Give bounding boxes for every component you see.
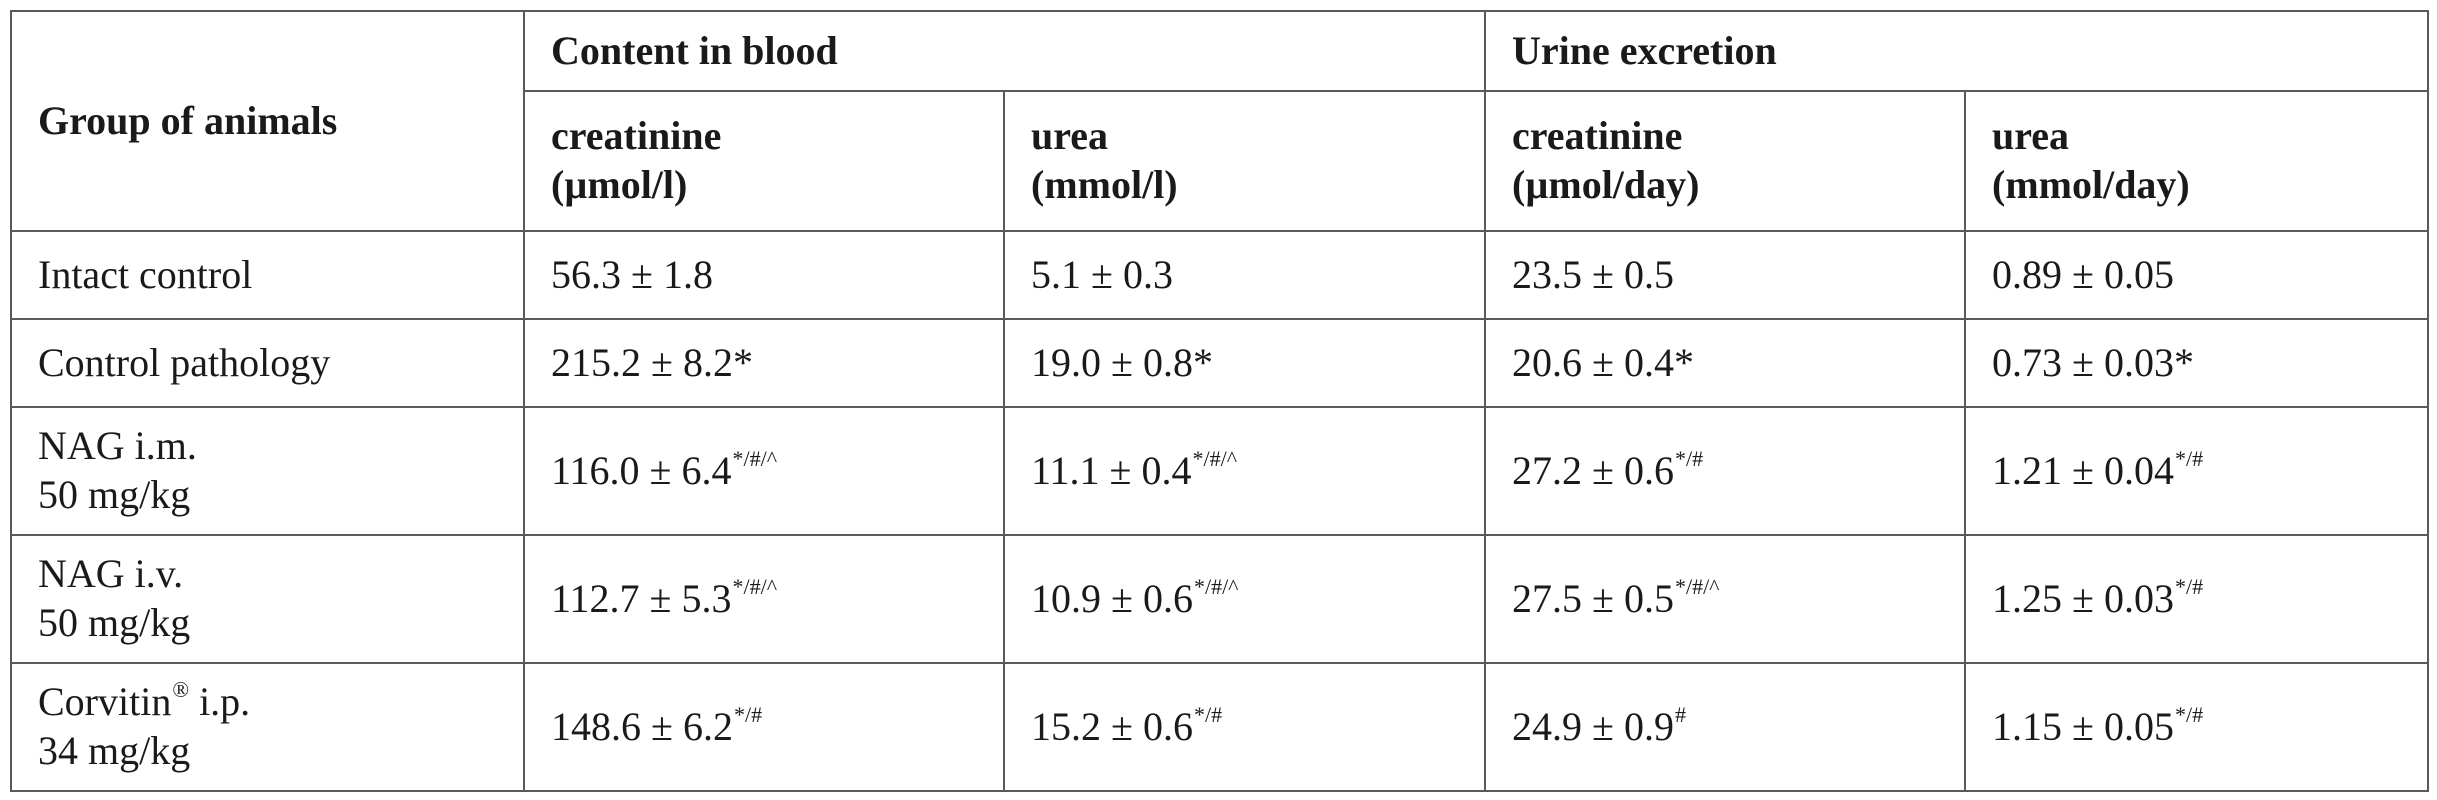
value-cell: 1.21 ± 0.04*/# [1963, 406, 2430, 536]
cell-value: 23.5 ± 0.5 [1512, 251, 1674, 297]
group-cell: NAG i.v. 50 mg/kg [10, 534, 525, 664]
value-cell: 1.15 ± 0.05*/# [1963, 662, 2430, 792]
value-cell: 15.2 ± 0.6*/# [1003, 662, 1486, 792]
significance-marks: */#/^ [1193, 573, 1239, 599]
results-table: Group of animals Content in blood Urine … [10, 10, 2430, 792]
cell-value: 27.5 ± 0.5 [1512, 575, 1674, 621]
table-row: Corvitin® i.p. 34 mg/kg 148.6 ± 6.2*/# 15… [10, 662, 2430, 792]
group-cell: Corvitin® i.p. 34 mg/kg [10, 662, 525, 792]
value-cell: 116.0 ± 6.4*/#/^ [523, 406, 1005, 536]
header-urine-urea: urea (mmol/day) [1963, 90, 2430, 232]
group-dose: 50 mg/kg [38, 472, 191, 517]
value-cell: 148.6 ± 6.2*/# [523, 662, 1005, 792]
group-dose: 50 mg/kg [38, 600, 191, 645]
header-row-main: Group of animals Content in blood Urine … [10, 10, 2430, 232]
value-cell: 5.1 ± 0.3 [1003, 230, 1486, 320]
group-name: Control pathology [38, 339, 331, 385]
value-cell: 56.3 ± 1.8 [523, 230, 1005, 320]
significance-marks: */# [2174, 445, 2204, 471]
value-cell: 0.73 ± 0.03* [1963, 318, 2430, 408]
cell-value: 24.9 ± 0.9 [1512, 703, 1674, 749]
group-cell: Intact control [10, 230, 525, 320]
significance-marks: */# [2174, 573, 2204, 599]
value-cell: 10.9 ± 0.6*/#/^ [1003, 534, 1486, 664]
value-cell: 27.5 ± 0.5*/#/^ [1484, 534, 1966, 664]
table-row: Intact control 56.3 ± 1.8 5.1 ± 0.3 23.5… [10, 230, 2430, 320]
cell-value: 19.0 ± 0.8* [1031, 339, 1213, 385]
cell-value: 1.15 ± 0.05 [1992, 703, 2174, 749]
header-urine-excretion: Urine excretion [1483, 10, 2430, 92]
value-cell: 11.1 ± 0.4*/#/^ [1003, 406, 1486, 536]
significance-marks: */# [1193, 701, 1223, 727]
header-blood-urea: urea (mmol/l) [1003, 90, 1486, 232]
value-cell: 1.25 ± 0.03*/# [1963, 534, 2430, 664]
header-blood-creatinine: creatinine (µmol/l) [523, 90, 1005, 232]
significance-marks: */#/^ [732, 573, 778, 599]
significance-marks: */#/^ [1674, 573, 1720, 599]
significance-marks: */# [733, 701, 763, 727]
group-route: i.p. [189, 679, 251, 725]
group-name: NAG i.m. [38, 423, 197, 469]
header-row-sub: creatinine (µmol/l) urea (mmol/l) creati… [11, 90, 2430, 232]
value-cell: 20.6 ± 0.4* [1484, 318, 1966, 408]
cell-value: 1.25 ± 0.03 [1992, 575, 2174, 621]
cell-value: 11.1 ± 0.4 [1031, 447, 1192, 493]
value-cell: 19.0 ± 0.8* [1003, 318, 1486, 408]
cell-value: 116.0 ± 6.4 [551, 447, 732, 493]
group-name: Corvitin [38, 679, 172, 725]
cell-value: 15.2 ± 0.6 [1031, 703, 1193, 749]
table-row: NAG i.v. 50 mg/kg 112.7 ± 5.3*/#/^ 10.9 ±… [10, 534, 2430, 664]
registered-mark: ® [172, 677, 190, 703]
value-cell: 27.2 ± 0.6*/# [1484, 406, 1966, 536]
cell-value: 148.6 ± 6.2 [551, 703, 733, 749]
cell-value: 10.9 ± 0.6 [1031, 575, 1193, 621]
significance-marks: */#/^ [1192, 445, 1238, 471]
cell-value: 0.89 ± 0.05 [1992, 251, 2174, 297]
group-dose: 34 mg/kg [38, 728, 191, 773]
group-name: Intact control [38, 251, 253, 297]
value-cell: 24.9 ± 0.9# [1484, 662, 1966, 792]
significance-marks: */#/^ [732, 445, 778, 471]
significance-marks: */# [2174, 701, 2204, 727]
cell-value: 20.6 ± 0.4* [1512, 339, 1694, 385]
cell-value: 5.1 ± 0.3 [1031, 251, 1173, 297]
cell-value: 56.3 ± 1.8 [551, 251, 713, 297]
value-cell: 112.7 ± 5.3*/#/^ [523, 534, 1005, 664]
group-cell: NAG i.m. 50 mg/kg [10, 406, 525, 536]
table-row: NAG i.m. 50 mg/kg 116.0 ± 6.4*/#/^ 11.1 ±… [10, 406, 2430, 536]
cell-value: 1.21 ± 0.04 [1992, 447, 2174, 493]
header-group-of-animals: Group of animals [10, 10, 525, 232]
header-urine-creatinine: creatinine (µmol/day) [1484, 90, 1966, 232]
significance-marks: # [1674, 701, 1686, 727]
cell-value: 27.2 ± 0.6 [1512, 447, 1674, 493]
table-row: Control pathology 215.2 ± 8.2* 19.0 ± 0.… [10, 318, 2430, 408]
header-content-in-blood: Content in blood [523, 10, 1486, 92]
value-cell: 215.2 ± 8.2* [523, 318, 1005, 408]
results-table-container: Group of animals Content in blood Urine … [10, 10, 2430, 792]
group-cell: Control pathology [10, 318, 525, 408]
cell-value: 215.2 ± 8.2* [551, 339, 753, 385]
cell-value: 112.7 ± 5.3 [551, 575, 732, 621]
group-name: NAG i.v. [38, 551, 184, 597]
value-cell: 23.5 ± 0.5 [1484, 230, 1966, 320]
significance-marks: */# [1674, 445, 1704, 471]
cell-value: 0.73 ± 0.03* [1992, 339, 2194, 385]
value-cell: 0.89 ± 0.05 [1963, 230, 2430, 320]
